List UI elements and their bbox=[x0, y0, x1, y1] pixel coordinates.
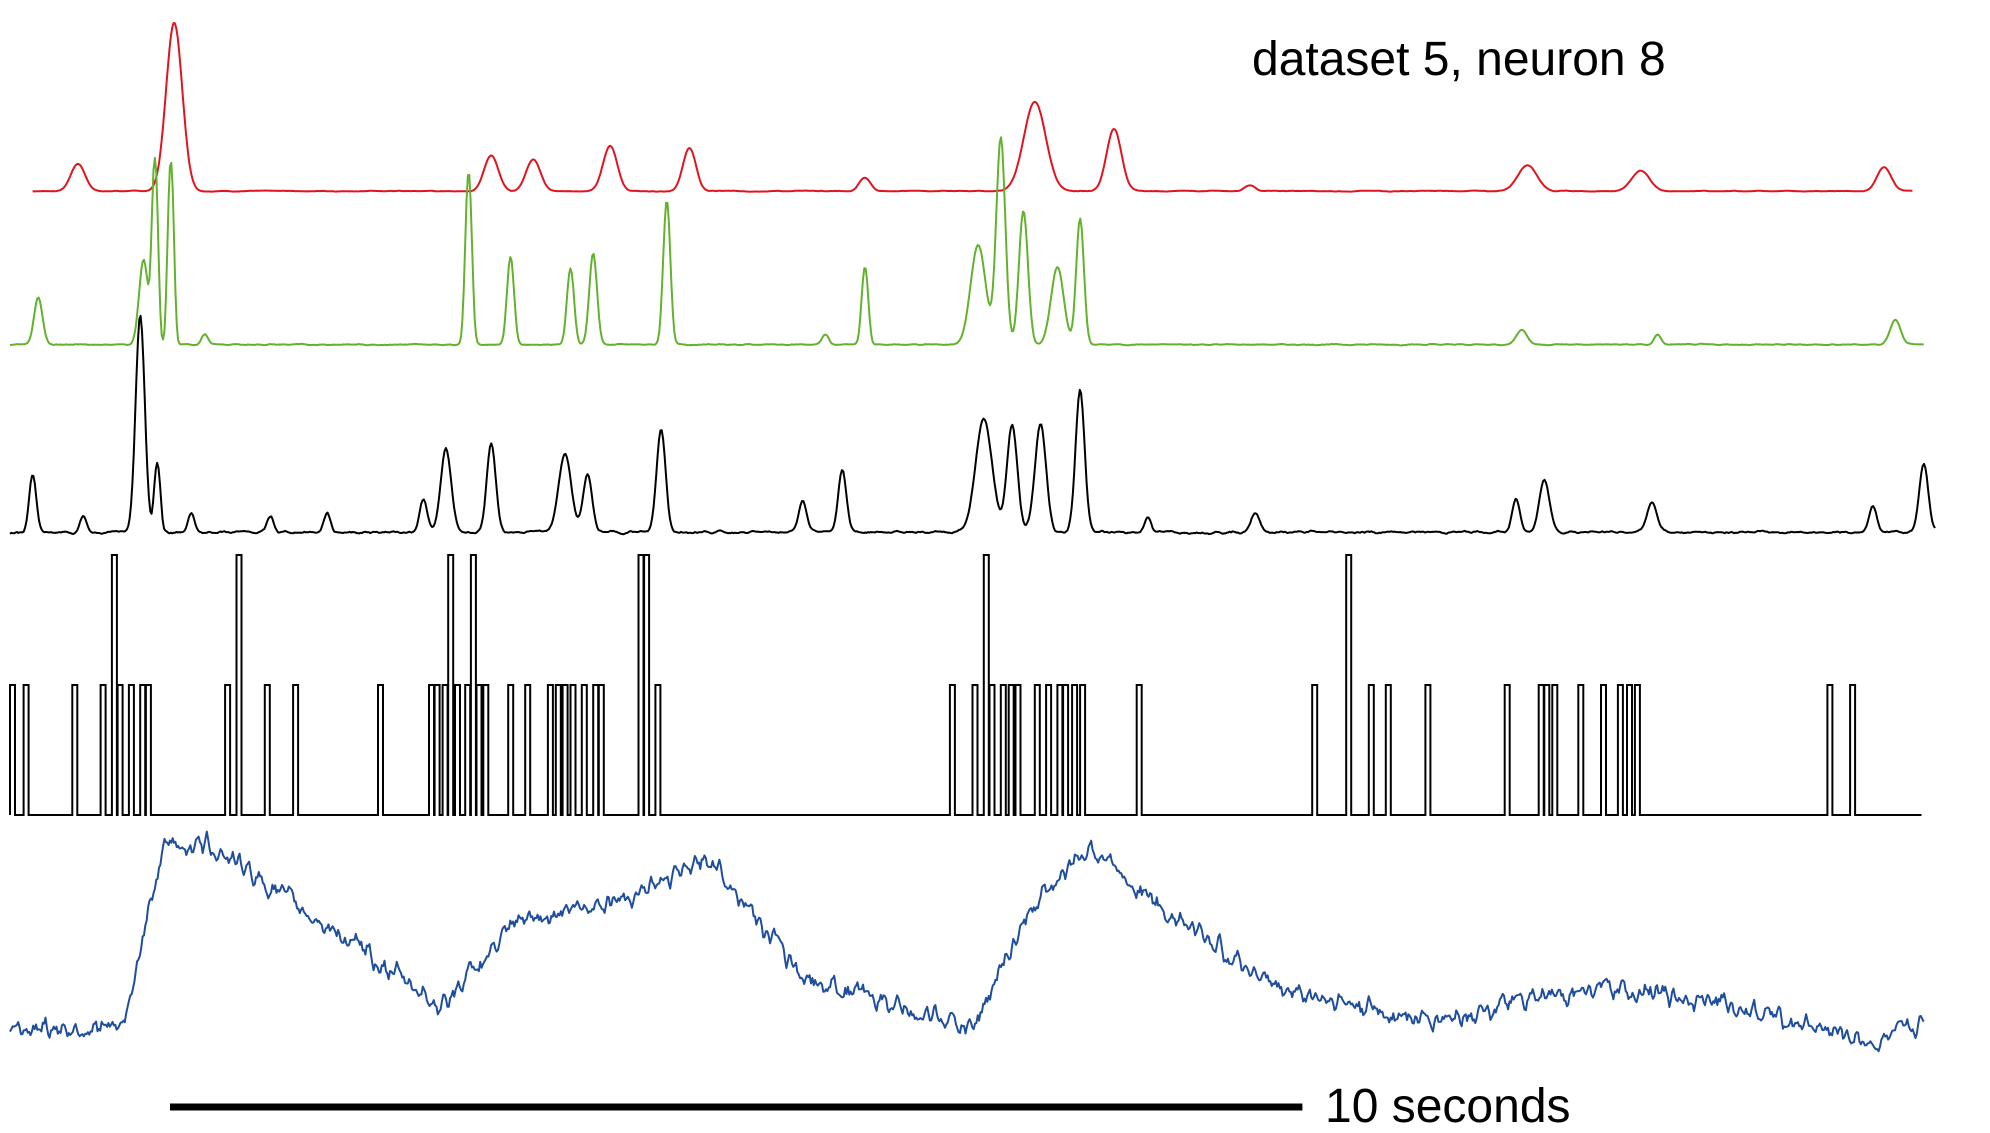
red-trace bbox=[32, 22, 1913, 193]
green-trace bbox=[9, 136, 1924, 347]
spike-train-group bbox=[9, 554, 1922, 816]
blue-trace bbox=[9, 830, 1925, 1053]
time-scale-label: 10 seconds bbox=[1325, 1080, 1571, 1133]
series-group bbox=[9, 22, 1936, 1053]
chart-title: dataset 5, neuron 8 bbox=[1252, 33, 1666, 86]
spike-train bbox=[9, 554, 1922, 816]
black-trace bbox=[9, 314, 1936, 536]
